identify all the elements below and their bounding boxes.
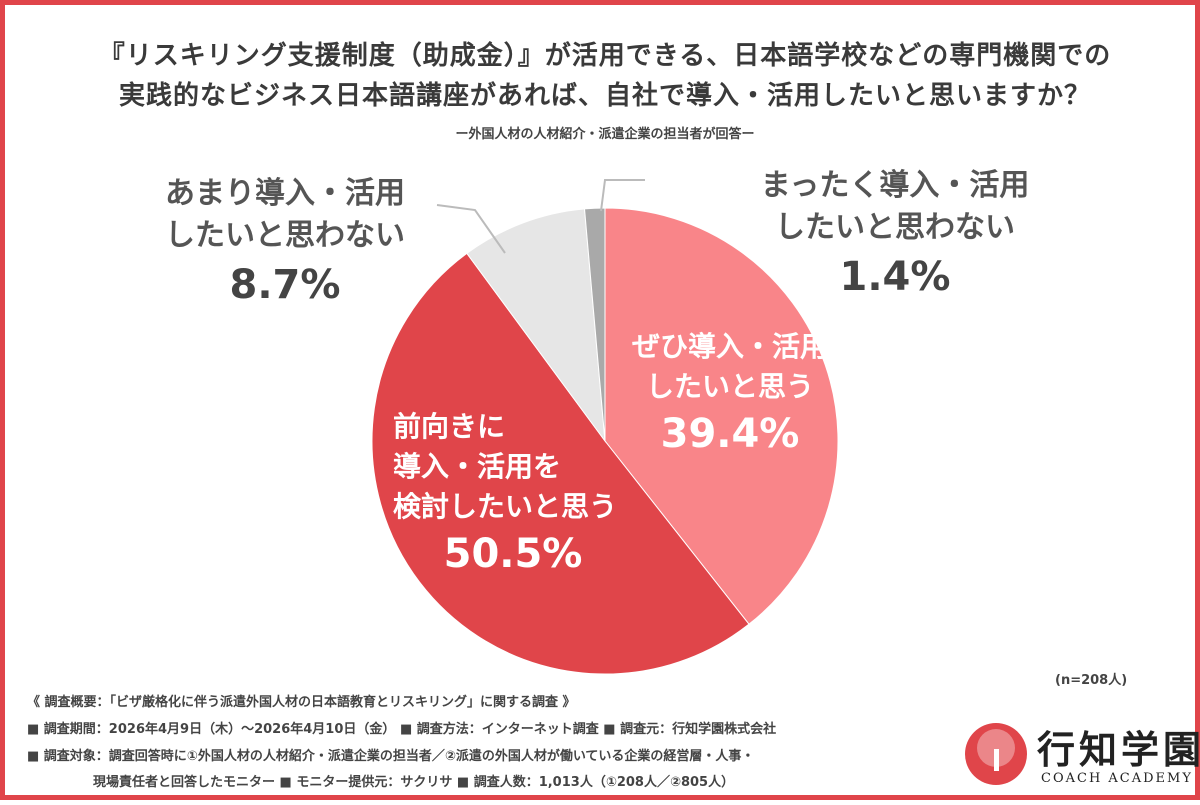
slice-label-positive: 前向きに 導入・活用を 検討したいと思う 50.5% — [373, 407, 653, 581]
slice-label-line: したいと思わない — [165, 218, 405, 253]
survey-period: ■ 調査期間：2026年4月9日（木）～2026年4月10日（金） — [27, 722, 396, 737]
survey-provider: ■ モニター提供元：サクリサ — [279, 775, 453, 790]
pie-chart — [371, 179, 839, 675]
leader-line-not-at-all — [600, 179, 645, 212]
chart-title-line1: 『リスキリング支援制度（助成金）』が活用できる、日本語学校などの専門機関での — [98, 41, 1112, 71]
survey-overview-title: 《 調査概要：「ビザ厳格化に伴う派遣外国人材の日本語教育とリスキリング」に関する… — [27, 695, 576, 710]
survey-source: ■ 調査元：行知学園株式会社 — [603, 722, 777, 737]
slice-label-not-at-all: まったく導入・活用 したいと思わない 1.4% — [745, 165, 1045, 305]
slice-label-line: 検討したいと思う — [393, 490, 618, 523]
logo-subtitle: COACH ACADEMY — [1041, 771, 1193, 786]
tree-logo-icon — [965, 723, 1027, 785]
survey-target: ■ 調査対象：調査回答時に①外国人材の人材紹介・派遣企業の担当者／②派遣の外国人… — [27, 749, 755, 764]
slice-label-line: 前向きに — [393, 410, 506, 443]
chart-title-line2: 実践的なビジネス日本語講座があれば、自社で導入・活用したいと思いますか？ — [118, 81, 1091, 111]
slice-percent: 1.4% — [839, 254, 951, 300]
logo-name: 行知学園 — [1037, 727, 1200, 772]
slice-percent: 39.4% — [660, 411, 800, 457]
chart-subtitle: ー外国人材の人材紹介・派遣企業の担当者が回答ー — [455, 127, 755, 142]
slice-percent: 50.5% — [443, 531, 583, 577]
slice-percent: 8.7% — [229, 262, 341, 308]
survey-target-continued: 現場責任者と回答したモニター — [93, 775, 276, 790]
pie-slice-positive — [371, 252, 750, 675]
survey-method: ■ 調査方法：インターネット調査 — [399, 722, 599, 737]
slice-label-line: ぜひ導入・活用 — [631, 330, 828, 363]
slice-label-line: 導入・活用を — [393, 450, 562, 483]
pie-slice-not-at-all — [583, 207, 606, 442]
slice-label-line: したいと思わない — [775, 210, 1015, 245]
leader-line-not-much — [436, 204, 506, 254]
slice-label-not-much: あまり導入・活用 したいと思わない 8.7% — [145, 173, 425, 313]
pie-slice-definitely — [604, 207, 839, 625]
pie-slice-not-much — [466, 208, 606, 443]
slice-label-line: したいと思う — [645, 370, 814, 403]
slice-label-definitely: ぜひ導入・活用 したいと思う 39.4% — [605, 327, 855, 461]
slice-label-line: まったく導入・活用 — [760, 168, 1030, 203]
sample-size: (n=208人) — [1055, 673, 1128, 688]
slice-label-line: あまり導入・活用 — [165, 176, 405, 211]
survey-count: ■ 調査人数：1,013人（①208人／②805人） — [456, 775, 735, 790]
survey-overview-row1: ■ 調査期間：2026年4月9日（木）～2026年4月10日（金） ■ 調査方法… — [27, 718, 776, 737]
company-logo: 行知学園 COACH ACADEMY — [965, 723, 1200, 793]
survey-overview-row3: 現場責任者と回答したモニター ■ モニター提供元：サクリサ ■ 調査人数：1,0… — [27, 771, 734, 790]
